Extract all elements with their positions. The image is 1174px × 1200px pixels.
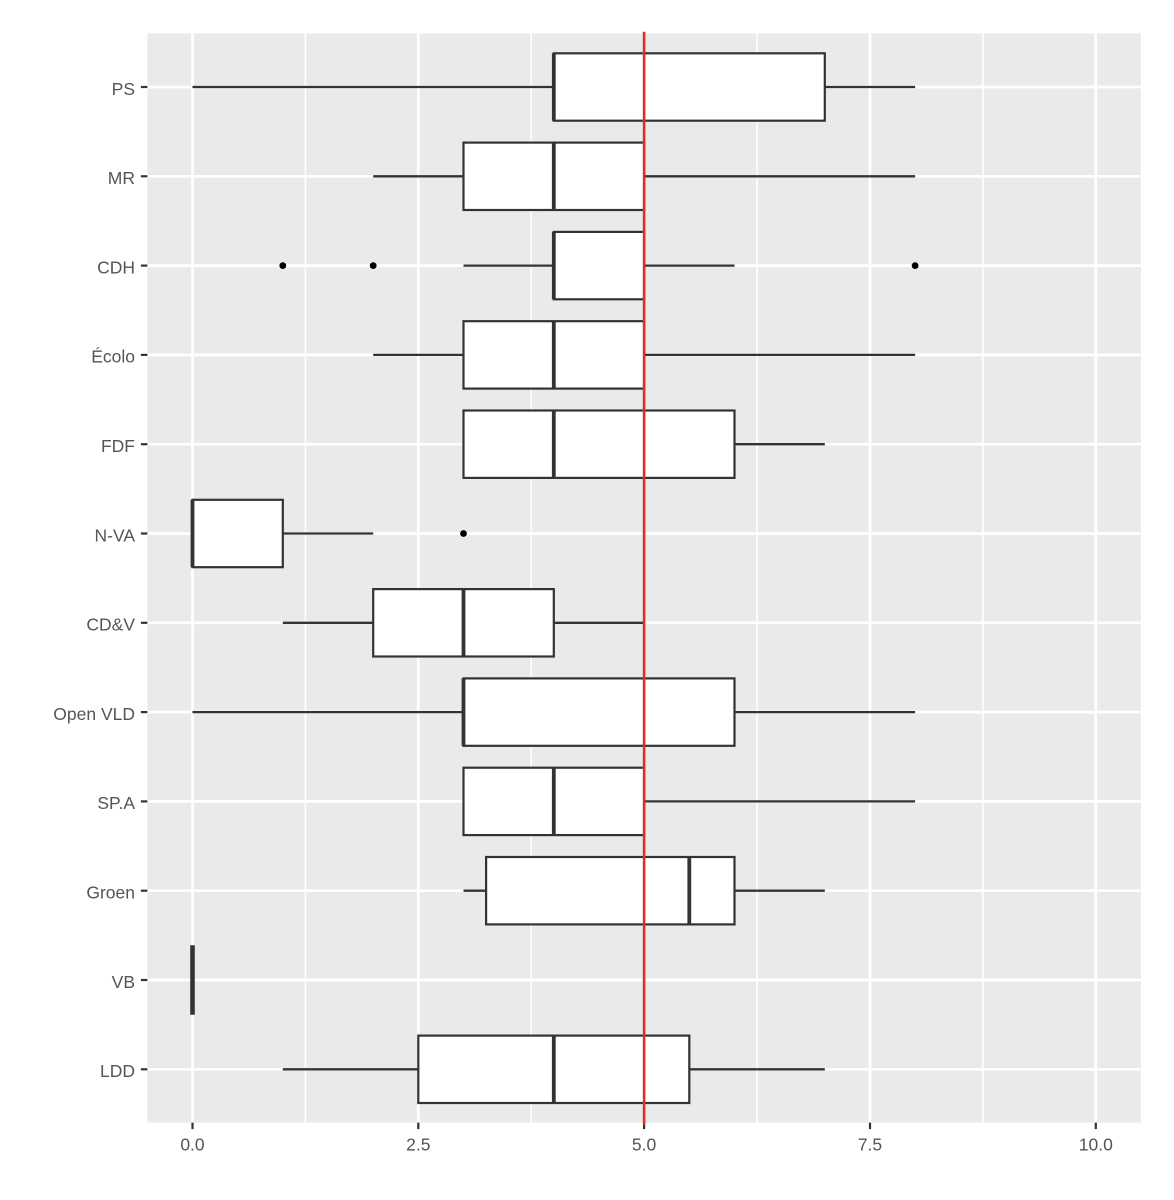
svg-text:Open VLD: Open VLD — [53, 704, 135, 724]
svg-text:LDD: LDD — [100, 1061, 135, 1081]
svg-text:SP.A: SP.A — [97, 793, 135, 813]
svg-text:Écolo: Écolo — [91, 347, 135, 367]
svg-text:CD&V: CD&V — [86, 615, 135, 635]
svg-text:FDF: FDF — [101, 436, 135, 456]
svg-text:N-VA: N-VA — [94, 525, 135, 545]
svg-text:7.5: 7.5 — [858, 1135, 882, 1155]
svg-text:CDH: CDH — [97, 257, 135, 277]
svg-text:5.0: 5.0 — [632, 1135, 657, 1155]
svg-text:2.5: 2.5 — [406, 1135, 430, 1155]
svg-text:PS: PS — [112, 79, 135, 99]
svg-text:Groen: Groen — [86, 883, 135, 903]
svg-text:0.0: 0.0 — [180, 1135, 205, 1155]
svg-text:VB: VB — [112, 972, 135, 992]
svg-text:MR: MR — [108, 168, 135, 188]
svg-text:10.0: 10.0 — [1079, 1135, 1113, 1155]
